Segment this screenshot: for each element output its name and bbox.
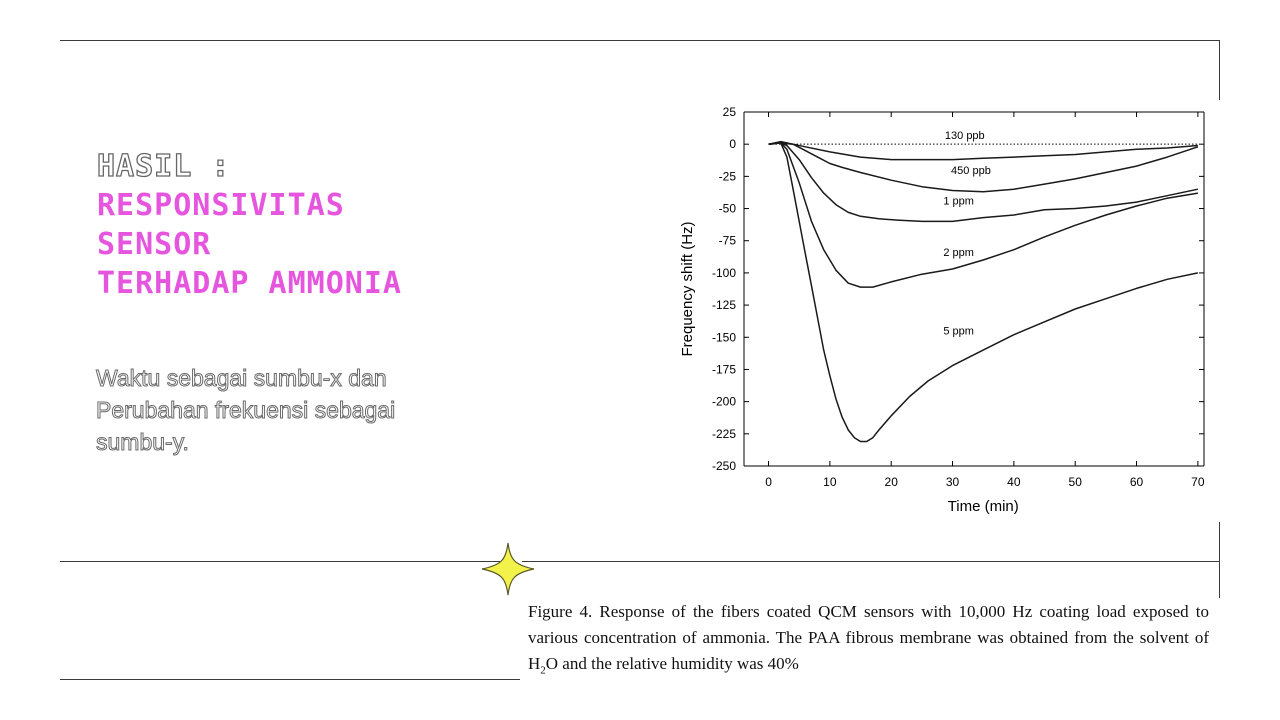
four-point-star-icon xyxy=(481,542,535,596)
series-line-5-ppm xyxy=(768,142,1199,443)
caption-text: Response of the fibers coated QCM sensor… xyxy=(528,602,1209,673)
frequency-shift-chart: 25 0 -25 -50 -75 -100 -125 -150 -175 -200 -225 -250… xyxy=(679,105,1205,515)
series-label-130-ppb: 130 ppb xyxy=(945,130,985,142)
series-label-5-ppm: 5 ppm xyxy=(943,326,974,338)
series-label-2-ppm: 2 ppm xyxy=(943,247,974,259)
right-edge-line-bottom xyxy=(1219,522,1220,598)
description-line-2: Perubahan frekuensi sebagai xyxy=(96,397,396,424)
figure-label: Figure 4. xyxy=(528,602,593,621)
series-line-130-ppb xyxy=(768,142,1198,161)
bottom-divider xyxy=(60,679,520,680)
series-line-1-ppm xyxy=(768,142,1199,223)
top-divider xyxy=(60,40,1220,41)
slide-title: HASIL : RESPONSIVITAS SENSOR TERHADAP AM… xyxy=(96,147,567,303)
caption-subscript: 2 xyxy=(540,664,546,677)
series-line-450-ppb xyxy=(768,140,1199,193)
middle-divider-right xyxy=(522,561,1220,562)
series-label-450-ppb: 450 ppb xyxy=(951,165,991,177)
x-tick-label: 50 xyxy=(1069,475,1083,489)
x-tick-label: 20 xyxy=(885,475,899,489)
y-tick-label: -200 xyxy=(712,395,736,409)
x-tick-label: 60 xyxy=(1130,475,1144,489)
series-label-1-ppm: 1 ppm xyxy=(943,196,974,208)
slide-description: Waktu sebagai sumbu-x dan Perubahan frek… xyxy=(96,362,496,458)
y-tick-label: -150 xyxy=(712,330,736,344)
title-line-terhadap-ammonia: TERHADAP AMMONIA xyxy=(97,266,402,301)
y-tick-label: -25 xyxy=(719,169,737,183)
y-tick-label: -250 xyxy=(712,459,736,473)
x-tick-label: 30 xyxy=(946,475,960,489)
y-tick-label: -50 xyxy=(719,202,737,216)
y-tick-label: -125 xyxy=(712,298,736,312)
series-line-2-ppm xyxy=(768,142,1199,288)
y-tick-label: -100 xyxy=(712,266,736,280)
right-edge-line-top xyxy=(1219,40,1220,100)
title-line-responsivitas: RESPONSIVITAS xyxy=(97,188,345,223)
title-line-sensor: SENSOR xyxy=(97,227,212,262)
x-axis-label: Time (min) xyxy=(948,498,1019,515)
y-tick-label: -225 xyxy=(712,427,736,441)
middle-divider-left xyxy=(60,561,500,562)
y-axis-label: Frequency shift (Hz) xyxy=(679,221,696,356)
description-line-1: Waktu sebagai sumbu-x dan xyxy=(96,365,388,392)
y-tick-label: 25 xyxy=(723,105,737,119)
figure-caption: Figure 4. Response of the fibers coated … xyxy=(528,599,1209,683)
x-tick-label: 10 xyxy=(823,475,837,489)
y-tick-label: -75 xyxy=(719,234,737,248)
x-tick-label: 0 xyxy=(765,475,772,489)
description-line-3: sumbu-y. xyxy=(96,429,190,456)
caption-text-end: O and the relative humidity was 40% xyxy=(545,654,799,673)
title-line-hasil: HASIL : xyxy=(96,148,231,184)
x-tick-label: 70 xyxy=(1191,475,1205,489)
y-tick-label: 0 xyxy=(729,137,736,151)
x-tick-label: 40 xyxy=(1007,475,1021,489)
y-tick-label: -175 xyxy=(712,362,736,376)
